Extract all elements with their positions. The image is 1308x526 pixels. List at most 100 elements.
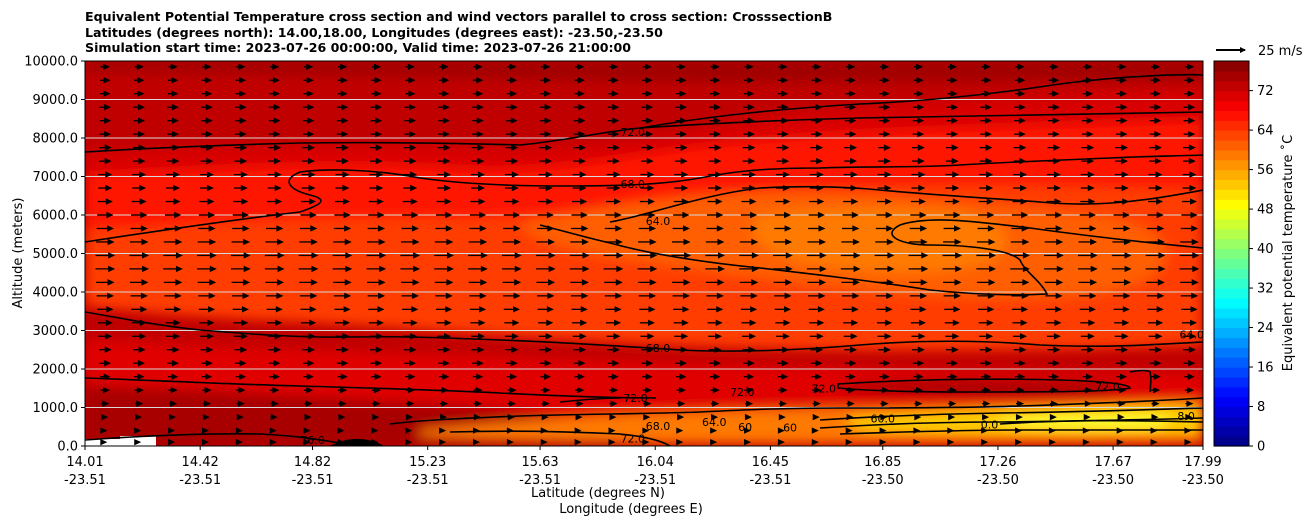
wind-vector [604,225,623,232]
wind-vector [574,427,582,434]
wind-vector [946,360,959,367]
wind-vector [505,157,519,165]
wind-vector [502,265,522,273]
wind-vector [504,171,519,178]
colorbar-band [1214,268,1249,279]
wind-vector [638,238,657,246]
wind-vector [232,292,250,300]
y-tick-label: 3000.0 [33,324,79,339]
wind-vector [298,252,319,259]
wind-vector [912,130,925,138]
wind-vector [708,157,722,165]
wind-vector [199,198,215,205]
wind-vector [909,238,928,246]
contour-label: 72.0 [1095,380,1120,393]
wind-vector [133,360,146,367]
wind-vector [1183,144,1196,151]
wind-vector [776,144,790,151]
wind-vector [1113,306,1130,313]
wind-vector [572,319,588,326]
wind-vector [101,400,110,407]
wind-vector [538,184,553,192]
wind-vector [810,157,824,165]
colorbar-band [1214,169,1249,181]
wind-vector [404,117,417,124]
wind-vector [1146,292,1165,300]
wind-vector [400,265,421,273]
wind-vector [879,438,887,446]
wind-vector [1046,198,1062,205]
wind-vector [130,225,148,232]
colorbar-band [1214,386,1249,398]
wind-vector [740,211,758,219]
wind-vector [506,360,518,367]
wind-vector [574,438,582,446]
colorbar-band [1214,258,1249,269]
wind-vector [539,104,552,111]
wind-vector [200,144,214,151]
wind-vector [471,144,485,151]
wind-vector [336,144,349,151]
wind-vector [911,171,926,178]
field-band-upper-dark [85,61,1203,82]
wind-vector [978,306,995,313]
wind-vector [777,77,789,84]
wind-vector [336,157,349,165]
wind-vector [167,130,179,138]
wind-vector [945,144,959,151]
wind-vector [774,211,792,219]
wind-vector [1117,63,1127,70]
wind-vector [235,104,247,111]
colorbar-band [1214,416,1249,427]
wind-vector [1048,427,1056,434]
x-tick-label-latitude: 17.67 [1095,455,1132,470]
wind-vector [641,117,654,124]
wind-vector [778,413,786,421]
wind-vector [811,373,823,380]
colorbar-band [1214,426,1249,437]
wind-vector [843,333,858,340]
colorbar-tick-label: 24 [1257,321,1274,336]
wind-vector [1184,90,1195,97]
wind-vector [303,438,311,446]
wind-vector [333,238,352,246]
wind-vector [912,117,925,124]
wind-vector [1045,211,1063,219]
wind-vector [944,198,960,205]
wind-vector [471,171,485,178]
wind-vector [165,198,181,205]
wind-vector [96,238,115,246]
wind-vector [911,333,926,340]
wind-vector [1013,144,1027,151]
wind-vector [980,90,992,97]
wind-vector [507,63,517,70]
wind-vector [233,184,248,192]
wind-vector [405,386,415,394]
wind-vector [235,373,247,380]
wind-vector [574,373,585,380]
wind-vector [908,265,929,273]
wind-vector [473,413,481,421]
wind-vector [1011,306,1029,313]
wind-vector [1082,427,1090,434]
x-tick-label-longitude: -23.50 [1092,473,1134,488]
colorbar-band [1214,110,1249,121]
wind-vector [643,400,652,407]
wind-vector [1182,184,1197,192]
wind-vector [404,104,417,111]
contour-label: 76.0 [300,434,325,447]
wind-vector [200,184,214,192]
contour-line-60 [819,407,1203,421]
wind-vector [303,63,314,70]
wind-vector [874,252,895,259]
wind-vector [878,104,891,111]
wind-vector [233,171,248,178]
x-axis-label-latitude: Latitude (degrees N) [531,486,665,501]
wind-vector [810,130,823,138]
wind-vector [436,319,452,326]
wind-vector [101,413,109,421]
wind-vector [541,400,550,407]
wind-vector [1083,413,1091,421]
wind-vector [472,360,484,367]
wind-vector [201,77,213,84]
